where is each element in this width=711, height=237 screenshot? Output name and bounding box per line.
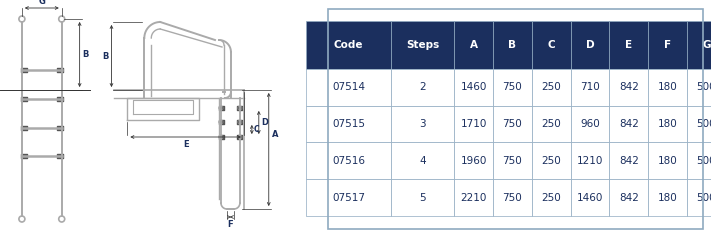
Text: F: F xyxy=(228,220,233,229)
Text: E: E xyxy=(183,140,188,149)
Text: B: B xyxy=(102,51,109,60)
Text: C: C xyxy=(254,125,260,134)
Text: D: D xyxy=(261,118,268,127)
Text: G: G xyxy=(38,0,46,6)
Text: A: A xyxy=(272,130,278,139)
Text: B: B xyxy=(82,50,89,59)
